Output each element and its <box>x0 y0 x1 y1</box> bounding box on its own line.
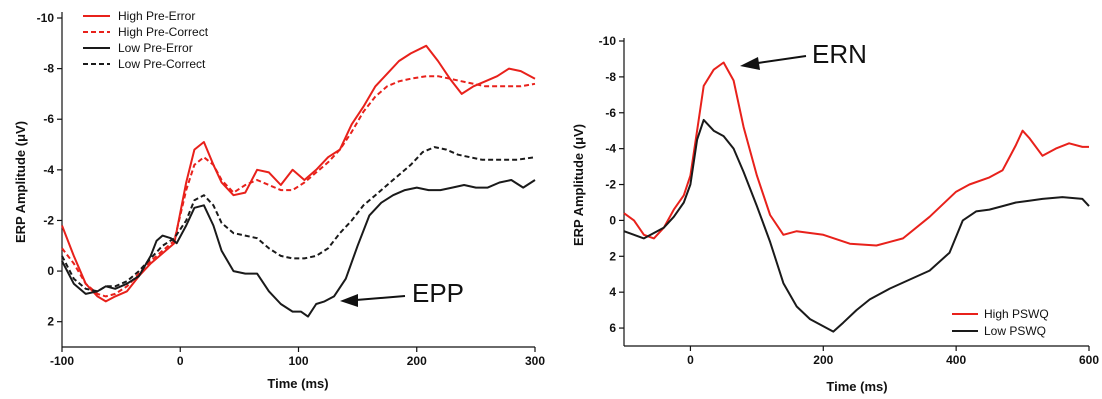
chart-right-xlabel: Time (ms) <box>826 379 887 394</box>
legend-label-high-pswq: High PSWQ <box>984 307 1049 321</box>
series-line-high-pre-correct <box>61 75 536 298</box>
y-tick-label: -10 <box>599 34 617 48</box>
x-tick-label: 400 <box>946 353 966 367</box>
series-line-high-pswq <box>623 61 1089 247</box>
y-tick-label: -4 <box>605 142 616 156</box>
chart-left-xlabel: Time (ms) <box>267 376 328 391</box>
x-tick-label: 0 <box>177 354 184 368</box>
annotation-ern-arrowhead <box>740 57 760 70</box>
y-tick-label: -4 <box>43 163 54 177</box>
y-tick-label: -6 <box>43 112 54 126</box>
y-tick-label: 6 <box>609 321 616 335</box>
y-tick-label: 2 <box>47 315 54 329</box>
x-tick-label: 0 <box>687 353 694 367</box>
y-tick-label: -8 <box>605 70 616 84</box>
y-tick-label: -8 <box>43 62 54 76</box>
x-tick-label: 100 <box>288 354 308 368</box>
chart-left: ERP Amplitude (μV) Time (ms) -10 -8 -6 -4 -2… <box>13 9 545 391</box>
y-tick-label: 0 <box>47 264 54 278</box>
x-tick-label: -100 <box>50 354 74 368</box>
chart-right-legend: High PSWQ Low PSWQ <box>952 307 1049 338</box>
y-tick-label: -10 <box>37 11 55 25</box>
y-tick-label: 0 <box>609 213 616 227</box>
y-tick-label: -2 <box>605 178 616 192</box>
series-line-high-pre-error <box>61 44 536 303</box>
series-line-low-pre-error <box>61 179 536 318</box>
chart-right: ERP Amplitude (μV) Time (ms) -10 -8 -6 -4 -2… <box>571 34 1099 394</box>
x-tick-label: 200 <box>813 353 833 367</box>
y-tick-label: 2 <box>609 249 616 263</box>
legend-label-low-pswq: Low PSWQ <box>984 324 1046 338</box>
annotation-epp-arrow <box>355 295 406 301</box>
legend-label-high-pre-correct: High Pre-Correct <box>118 25 209 39</box>
legend-label-low-pre-correct: Low Pre-Correct <box>118 57 206 71</box>
annotation-epp-arrowhead <box>340 294 358 307</box>
legend-label-high-pre-error: High Pre-Error <box>118 9 195 23</box>
y-tick-label: -2 <box>43 213 54 227</box>
y-tick-label: 4 <box>609 285 616 299</box>
series-line-low-pre-correct <box>61 146 536 293</box>
annotation-epp: EPP <box>412 278 464 308</box>
x-tick-label: 300 <box>525 354 545 368</box>
chart-left-legend: High Pre-Error High Pre-Correct Low Pre-… <box>83 9 209 71</box>
x-tick-label: 200 <box>407 354 427 368</box>
legend-label-low-pre-error: Low Pre-Error <box>118 41 193 55</box>
annotation-ern-arrow <box>757 55 807 64</box>
x-tick-label: 600 <box>1079 353 1099 367</box>
annotation-ern: ERN <box>812 39 867 69</box>
series-line-low-pswq <box>623 118 1090 333</box>
y-tick-label: -6 <box>605 106 616 120</box>
chart-left-ylabel: ERP Amplitude (μV) <box>13 121 28 243</box>
chart-right-ylabel: ERP Amplitude (μV) <box>571 124 586 246</box>
